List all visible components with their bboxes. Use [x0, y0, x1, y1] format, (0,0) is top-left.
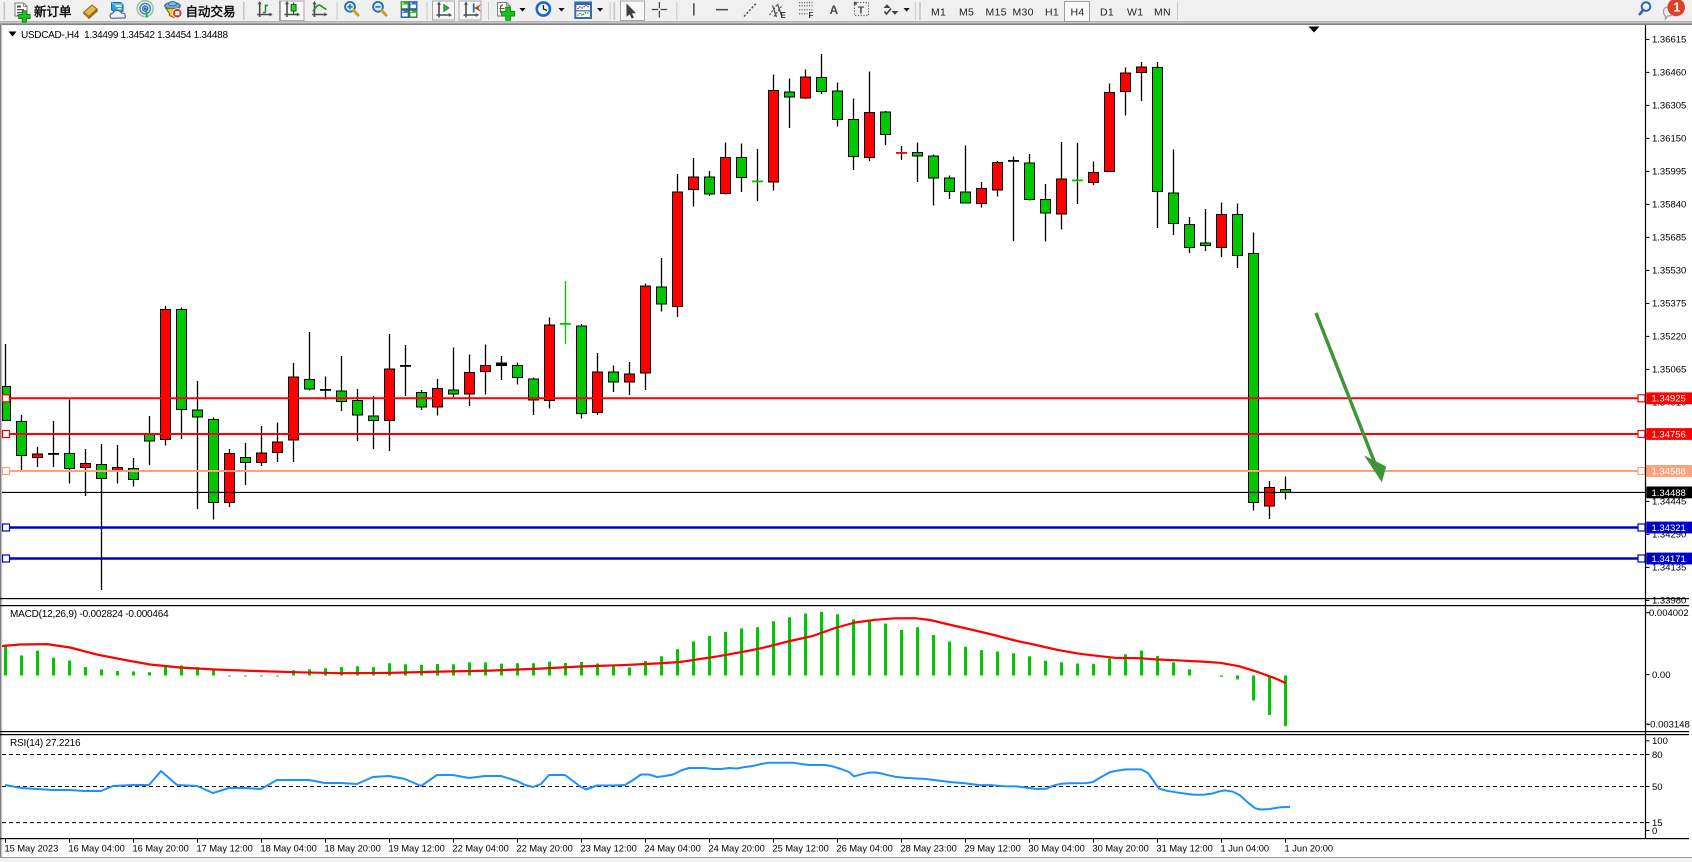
svg-text:19 May 12:00: 19 May 12:00 — [389, 844, 445, 854]
svg-text:1.35220: 1.35220 — [1652, 332, 1686, 343]
svg-text:1.36150: 1.36150 — [1652, 134, 1686, 145]
svg-text:18 May 04:00: 18 May 04:00 — [261, 844, 317, 854]
svg-text:USDCAD-,H4 1.34499 1.34542 1.: USDCAD-,H4 1.34499 1.34542 1.34454 1.344… — [21, 30, 228, 41]
svg-text:W1: W1 — [1127, 7, 1143, 19]
svg-text:18 May 20:00: 18 May 20:00 — [325, 844, 381, 854]
svg-text:1.33980: 1.33980 — [1652, 596, 1686, 607]
svg-text:26 May 04:00: 26 May 04:00 — [837, 844, 893, 854]
svg-text:M15: M15 — [986, 7, 1007, 19]
svg-text:30 May 20:00: 30 May 20:00 — [1093, 844, 1149, 854]
svg-text:22 May 04:00: 22 May 04:00 — [453, 844, 509, 854]
svg-text:1.34135: 1.34135 — [1652, 563, 1686, 574]
svg-text:T: T — [858, 5, 865, 17]
svg-text:MACD(12,26,9) -0.002824 -0.000: MACD(12,26,9) -0.002824 -0.000464 — [10, 609, 169, 620]
svg-text:0.004002: 0.004002 — [1649, 608, 1689, 619]
svg-text:1.34445: 1.34445 — [1652, 497, 1686, 508]
svg-text:M30: M30 — [1013, 7, 1034, 19]
svg-text:1.34588: 1.34588 — [1652, 466, 1686, 477]
svg-text:D1: D1 — [1100, 7, 1114, 19]
svg-text:自动交易: 自动交易 — [186, 4, 236, 19]
svg-text:23 May 12:00: 23 May 12:00 — [581, 844, 637, 854]
svg-text:24 May 20:00: 24 May 20:00 — [709, 844, 765, 854]
svg-text:1.36615: 1.36615 — [1652, 35, 1686, 46]
svg-text:22 May 20:00: 22 May 20:00 — [517, 844, 573, 854]
svg-text:1.34171: 1.34171 — [1652, 554, 1686, 565]
svg-text:100: 100 — [1652, 736, 1668, 747]
svg-text:16 May 04:00: 16 May 04:00 — [69, 844, 125, 854]
svg-text:1.34925: 1.34925 — [1652, 394, 1686, 405]
svg-text:15 May 2023: 15 May 2023 — [5, 844, 59, 854]
svg-text:1.35375: 1.35375 — [1652, 299, 1686, 310]
svg-text:24 May 04:00: 24 May 04:00 — [645, 844, 701, 854]
svg-text:1.35995: 1.35995 — [1652, 167, 1686, 178]
svg-text:1 Jun 04:00: 1 Jun 04:00 — [1221, 844, 1270, 854]
svg-text:M5: M5 — [959, 7, 974, 19]
svg-text:1.35685: 1.35685 — [1652, 233, 1686, 244]
svg-text:1.35840: 1.35840 — [1652, 200, 1686, 211]
svg-text:50: 50 — [1652, 782, 1663, 793]
svg-text:H4: H4 — [1071, 7, 1085, 19]
svg-text:0.00: 0.00 — [1652, 670, 1671, 681]
svg-text:1.34321: 1.34321 — [1652, 523, 1686, 534]
svg-text:1.35530: 1.35530 — [1652, 266, 1686, 277]
svg-text:28 May 23:00: 28 May 23:00 — [901, 844, 957, 854]
svg-text:1.34290: 1.34290 — [1652, 530, 1686, 541]
svg-text:0: 0 — [1652, 826, 1657, 837]
svg-text:-0.003148: -0.003148 — [1647, 719, 1690, 730]
svg-text:30 May 04:00: 30 May 04:00 — [1029, 844, 1085, 854]
svg-text:17 May 12:00: 17 May 12:00 — [197, 844, 253, 854]
svg-text:M1: M1 — [931, 7, 946, 19]
svg-text:E: E — [781, 11, 787, 20]
svg-text:25 May 12:00: 25 May 12:00 — [773, 844, 829, 854]
svg-text:1 Jun 20:00: 1 Jun 20:00 — [1285, 844, 1334, 854]
svg-text:A: A — [830, 3, 839, 17]
svg-text:1.34488: 1.34488 — [1652, 488, 1686, 499]
svg-text:H1: H1 — [1045, 7, 1059, 19]
svg-text:1.36460: 1.36460 — [1652, 68, 1686, 79]
svg-text:新订单: 新订单 — [34, 4, 72, 19]
svg-text:80: 80 — [1652, 750, 1663, 761]
svg-text:1.34756: 1.34756 — [1652, 429, 1686, 440]
svg-text:31 May 12:00: 31 May 12:00 — [1157, 844, 1213, 854]
svg-text:F: F — [809, 11, 814, 20]
svg-text:1.35065: 1.35065 — [1652, 365, 1686, 376]
svg-text:RSI(14) 27.2216: RSI(14) 27.2216 — [10, 738, 81, 749]
svg-text:29 May 12:00: 29 May 12:00 — [965, 844, 1021, 854]
svg-text:16 May 20:00: 16 May 20:00 — [133, 844, 189, 854]
svg-text:15: 15 — [1652, 818, 1663, 829]
svg-text:1.36305: 1.36305 — [1652, 101, 1686, 112]
svg-text:1: 1 — [1673, 1, 1680, 15]
svg-text:MN: MN — [1154, 7, 1171, 19]
